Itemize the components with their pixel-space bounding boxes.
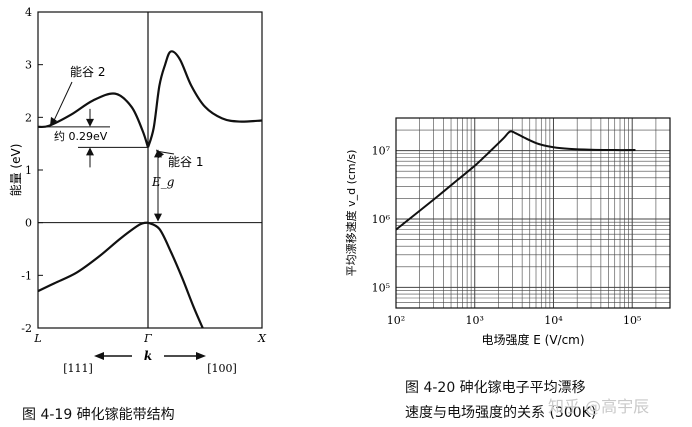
y-tick-label: 10⁷ [372, 145, 391, 158]
annotation-valley2: 能谷 2 [70, 65, 105, 79]
valley2-pointer-head [50, 116, 57, 126]
direction-label-111: [111] [63, 362, 93, 375]
y-tick-label: -2 [21, 322, 32, 335]
annotation-valley1: 能谷 1 [168, 155, 203, 169]
y-tick-label: 1 [25, 164, 32, 177]
plot-frame [395, 117, 671, 309]
y-tick-label: 0 [25, 217, 32, 230]
x-tick-label: 10² [387, 314, 405, 327]
x-tick-label: 10⁴ [544, 314, 563, 327]
gap-arrow-bottom-head [86, 147, 94, 156]
y-axis-label: 平均漂移速度 v_d (cm/s) [344, 150, 358, 277]
y-tick-label: -1 [21, 269, 32, 282]
band-curve-2 [146, 50, 263, 148]
y-tick-label: 2 [25, 111, 32, 124]
x-tick-label: 10⁵ [623, 314, 641, 327]
band-curve-3 [37, 221, 149, 293]
eg-arrow-bottom-head [154, 213, 162, 222]
y-tick-label: 10⁶ [372, 213, 391, 226]
watermark: 知乎 @高宇辰 [548, 397, 650, 416]
band-curve-4 [147, 221, 204, 329]
annotation-gap-diff: 约 0.29eV [54, 130, 108, 143]
drift-velocity-chart: 10² 10³ 10⁴ 10⁵ 10⁵ 10⁶ 10⁷ 电场强度 E (V/cm) 平均漂移速度… [344, 117, 671, 347]
plot-frame [37, 11, 263, 329]
gap-arrow-top-head [86, 118, 94, 127]
caption-fig-4-20-line2: 速度与电场强度的关系 (300K) [405, 405, 597, 421]
y-axis-label: 能量 (eV) [9, 144, 23, 197]
band-structure-chart: 4 3 2 1 0 -1 -2 能量 (eV) L Γ Xk [111] [100] 能谷 2 约 0.29… [9, 6, 267, 375]
x-tick-label: 10³ [466, 314, 484, 327]
annotation-eg: E_g [151, 175, 175, 189]
direction-label-100: [100] [207, 362, 237, 375]
x-axis-label: k [144, 349, 152, 363]
caption-fig-4-19: 图 4-19 砷化镓能带结构 [22, 407, 175, 423]
y-tick-label: 10⁵ [372, 281, 390, 294]
x-tick-label: L [33, 332, 41, 345]
valley1-pointer [157, 150, 175, 155]
valley2-pointer [51, 81, 73, 126]
caption-fig-4-20-line1: 图 4-20 砷化镓电子平均漂移 [405, 380, 586, 396]
y-tick-label: 4 [25, 6, 32, 19]
x-tick-label: Γ [143, 332, 152, 345]
x-axis-label: 电场强度 E (V/cm) [481, 332, 584, 347]
y-tick-label: 3 [25, 59, 32, 72]
eg-arrow-top-head [154, 149, 162, 158]
direction-arrow-right-head [196, 352, 206, 360]
drift-velocity-curve [395, 130, 636, 231]
x-tick-label: X [257, 332, 267, 345]
direction-arrow-left-head [94, 352, 104, 360]
